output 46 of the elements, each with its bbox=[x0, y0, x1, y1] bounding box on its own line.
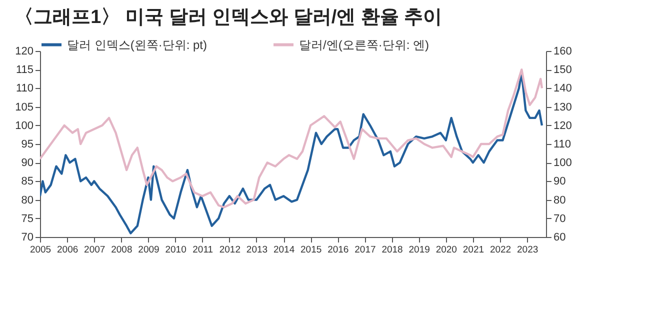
y2-tick-label: 160 bbox=[554, 46, 572, 58]
y2-tick-label: 60 bbox=[554, 232, 566, 244]
y-tick-label: 85 bbox=[21, 176, 34, 188]
y2-tick-label: 140 bbox=[554, 82, 572, 95]
x-tick-label: 2018 bbox=[382, 244, 403, 256]
x-tick-label: 2019 bbox=[408, 244, 430, 256]
x-tick-label: 2017 bbox=[354, 244, 376, 256]
x-tick-label: 2015 bbox=[300, 244, 322, 256]
x-tick-label: 2020 bbox=[436, 244, 457, 256]
x-tick-label: 2012 bbox=[219, 244, 240, 256]
x-tick-label: 2005 bbox=[30, 244, 52, 256]
chart-title: 〈그래프1〉 미국 달러 인덱스와 달러/엔 환율 추이 bbox=[14, 7, 442, 28]
y2-tick-label: 90 bbox=[554, 176, 566, 188]
legend-label: 달러/엔(오른쪽·단위: 엔) bbox=[299, 38, 429, 52]
x-tick-label: 2013 bbox=[246, 244, 268, 256]
line-series bbox=[40, 72, 544, 234]
x-tick-label: 2007 bbox=[84, 244, 106, 256]
x-tick-label: 2006 bbox=[56, 244, 78, 256]
x-tick-label: 2016 bbox=[328, 244, 349, 256]
x-tick-label: 2010 bbox=[165, 244, 186, 256]
y-tick-label: 115 bbox=[16, 64, 34, 76]
legend-label: 달러 인덱스(왼쪽·단위: pt) bbox=[67, 38, 207, 52]
y-tick-label: 75 bbox=[21, 212, 34, 225]
y-tick-label: 95 bbox=[21, 138, 34, 150]
y2-tick-label: 80 bbox=[554, 194, 566, 206]
y-tick-label: 80 bbox=[21, 194, 34, 206]
y-tick-label: 90 bbox=[21, 157, 34, 170]
x-tick-label: 2022 bbox=[490, 244, 512, 256]
y2-tick-label: 150 bbox=[554, 64, 572, 76]
y2-tick-label: 130 bbox=[554, 101, 572, 114]
x-tick-label: 2009 bbox=[138, 244, 160, 256]
x-tick-label: 2014 bbox=[273, 244, 295, 256]
y2-tick-label: 100 bbox=[554, 157, 572, 170]
x-tick-label: 2023 bbox=[516, 244, 538, 256]
line-series bbox=[40, 68, 544, 208]
y-tick-label: 105 bbox=[15, 101, 34, 114]
y2-tick-label: 110 bbox=[554, 138, 572, 150]
y-tick-label: 120 bbox=[15, 46, 34, 58]
x-tick-label: 2008 bbox=[111, 244, 132, 256]
y2-tick-label: 120 bbox=[554, 120, 572, 132]
y-tick-label: 110 bbox=[16, 82, 34, 95]
y-tick-label: 70 bbox=[21, 232, 34, 244]
x-tick-label: 2021 bbox=[462, 244, 484, 256]
x-tick-label: 2011 bbox=[192, 244, 214, 256]
y2-tick-label: 70 bbox=[554, 212, 566, 225]
y-tick-label: 100 bbox=[15, 120, 34, 132]
